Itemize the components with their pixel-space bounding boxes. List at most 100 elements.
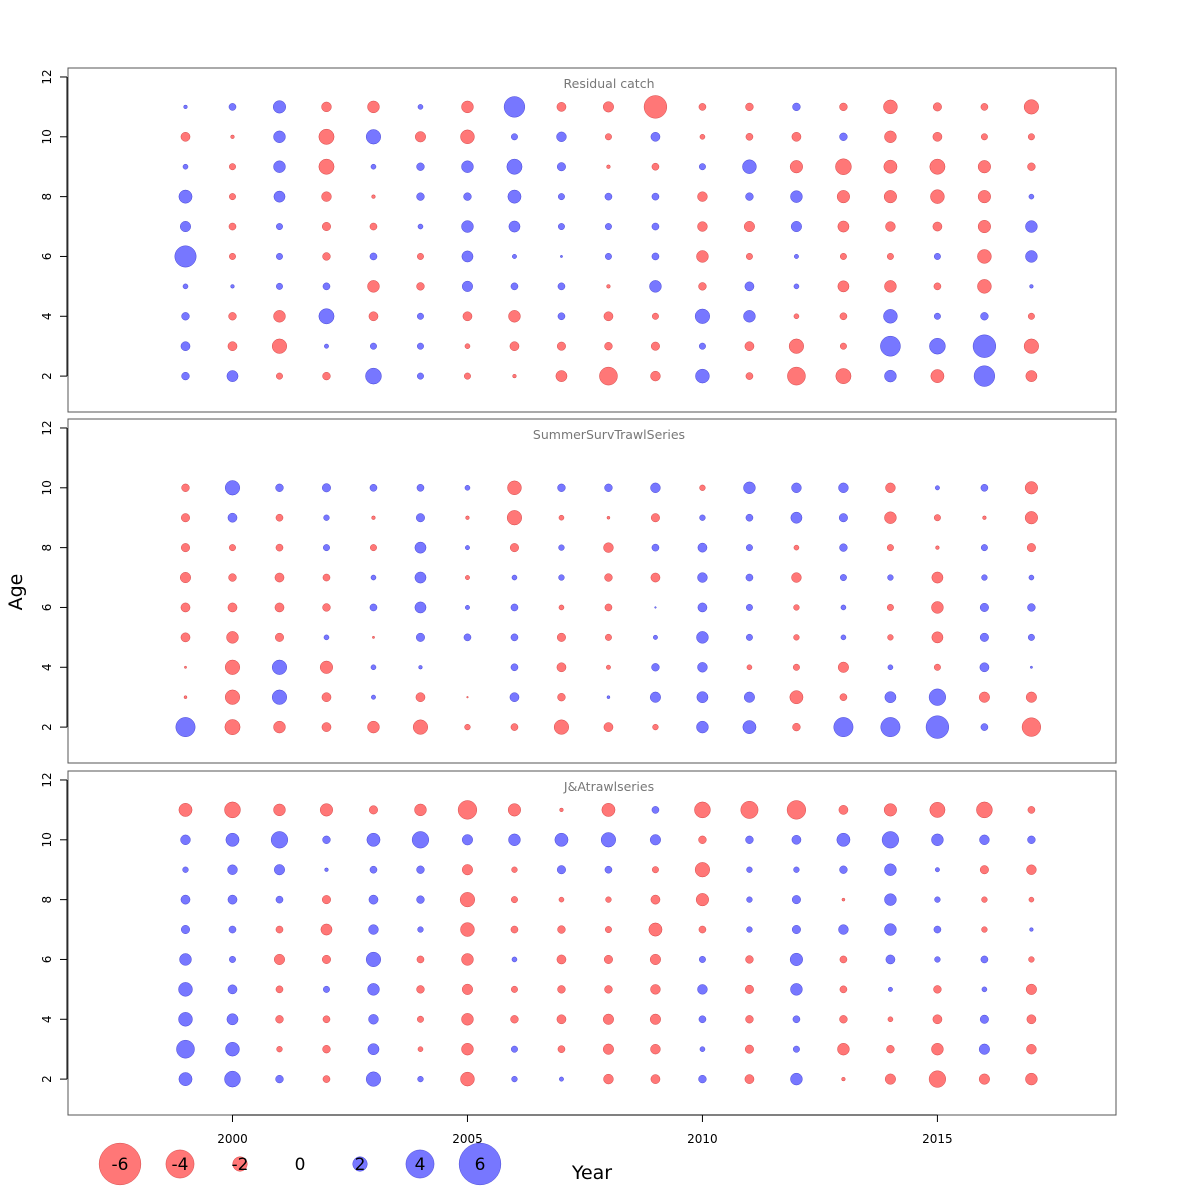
- bubble-point: [274, 602, 285, 613]
- bubble-point: [273, 190, 286, 203]
- bubble-point: [416, 632, 425, 642]
- bubble-point: [229, 956, 236, 963]
- bubble-point: [178, 803, 193, 817]
- bubble-point: [603, 542, 614, 553]
- bubble-point: [368, 1014, 379, 1025]
- y-tick-label: 10: [40, 832, 54, 847]
- bubble-point: [463, 633, 472, 642]
- bubble-point: [793, 1045, 800, 1053]
- bubble-point: [227, 984, 238, 995]
- bubble-point: [366, 832, 381, 847]
- bubble-point: [699, 484, 706, 491]
- bubble-point: [369, 865, 378, 874]
- bubble-point: [271, 338, 287, 354]
- bubble-point: [791, 835, 802, 845]
- y-tick-label: 12: [40, 420, 54, 435]
- bubble-point: [558, 544, 565, 551]
- bubble-point: [980, 484, 989, 492]
- bubble-point: [1027, 806, 1036, 814]
- bubble-point: [462, 983, 473, 995]
- bubble-point: [180, 572, 191, 583]
- bubble-point: [933, 253, 941, 260]
- bubble-point: [838, 924, 849, 935]
- bubble-point: [888, 986, 893, 992]
- bubble-point: [695, 368, 710, 384]
- bubble-point: [980, 955, 989, 964]
- panel-1: Residual catch 2 4 6 8 10 12: [40, 67, 1117, 413]
- bubble-point: [224, 801, 241, 819]
- bubble-point: [887, 604, 894, 611]
- bubble-point: [696, 720, 709, 734]
- bubble-point: [605, 253, 612, 260]
- bubble-point: [180, 602, 191, 613]
- bubble-point: [1027, 633, 1035, 641]
- bubble-point: [604, 955, 613, 964]
- bubble-point: [699, 956, 706, 963]
- bubble-point: [462, 280, 473, 292]
- bubble-point: [789, 690, 804, 705]
- bubble-point: [697, 984, 708, 995]
- bubble-point: [793, 604, 800, 611]
- bubble-point: [229, 544, 236, 552]
- panel-3: J&Atrawlseries 2 4 6 8 10 12: [40, 770, 1117, 1116]
- bubble-point: [511, 896, 518, 904]
- bubble-point: [225, 1042, 240, 1057]
- bubble-point: [745, 513, 754, 522]
- bubble-point: [931, 833, 944, 846]
- bubble-point: [175, 717, 196, 737]
- bubble-point: [606, 664, 611, 670]
- bubble-point: [746, 866, 753, 873]
- bubble-point: [178, 1012, 193, 1027]
- bubble-point: [743, 310, 756, 323]
- bubble-point: [745, 955, 754, 964]
- bubble-point: [838, 805, 849, 815]
- bubble-point: [319, 803, 333, 817]
- bubble-point: [742, 720, 757, 734]
- bubble-point: [1028, 574, 1035, 581]
- bubble-point: [933, 514, 941, 522]
- bubble-point: [606, 515, 611, 520]
- bubble-point: [227, 894, 238, 905]
- bubble-point: [512, 254, 517, 259]
- bubble-point: [605, 133, 612, 141]
- bubble-point: [839, 102, 848, 111]
- bubble-point: [836, 832, 851, 847]
- bubble-point: [651, 543, 660, 552]
- bubble-point: [465, 545, 470, 551]
- bubble-point: [557, 162, 566, 172]
- bubble-point: [931, 631, 944, 644]
- bubble-point: [414, 601, 427, 614]
- bubble-point: [792, 102, 801, 111]
- bubble-point: [416, 484, 425, 492]
- bubble-point: [369, 222, 378, 231]
- bubble-point: [1023, 338, 1039, 354]
- bubble-point: [697, 221, 708, 232]
- bubble-point: [793, 313, 800, 320]
- x-tick-label: 2010: [687, 1132, 718, 1146]
- bubble-point: [650, 370, 661, 382]
- bubble-point: [981, 896, 988, 903]
- bubble-point: [507, 480, 522, 495]
- y-tick-label: 2: [40, 1075, 54, 1083]
- bubble-point: [979, 632, 989, 642]
- bubble-point: [745, 133, 754, 141]
- bubble-point: [180, 834, 191, 845]
- bubble-point: [746, 253, 753, 260]
- bubble-point: [414, 541, 427, 554]
- bubble-point: [599, 366, 618, 386]
- bubble-point: [840, 253, 847, 260]
- bubble-point: [790, 983, 803, 996]
- bubble-point: [696, 631, 709, 644]
- y-axis: 2 4 6 8 10 12: [40, 420, 68, 731]
- legend-label: 2: [355, 1155, 366, 1175]
- bubble-point: [322, 895, 331, 905]
- y-tick-label: 6: [40, 604, 54, 612]
- bubble-point: [557, 865, 566, 875]
- bubble-point: [557, 985, 566, 994]
- y-axis: 2 4 6 8 10 12: [40, 69, 68, 380]
- bubble-point: [980, 544, 988, 552]
- panels-layer: Residual catch24681012SummerSurvTrawlSer…: [40, 67, 1117, 1116]
- bubble-point: [224, 689, 240, 705]
- bubble-point: [365, 367, 382, 385]
